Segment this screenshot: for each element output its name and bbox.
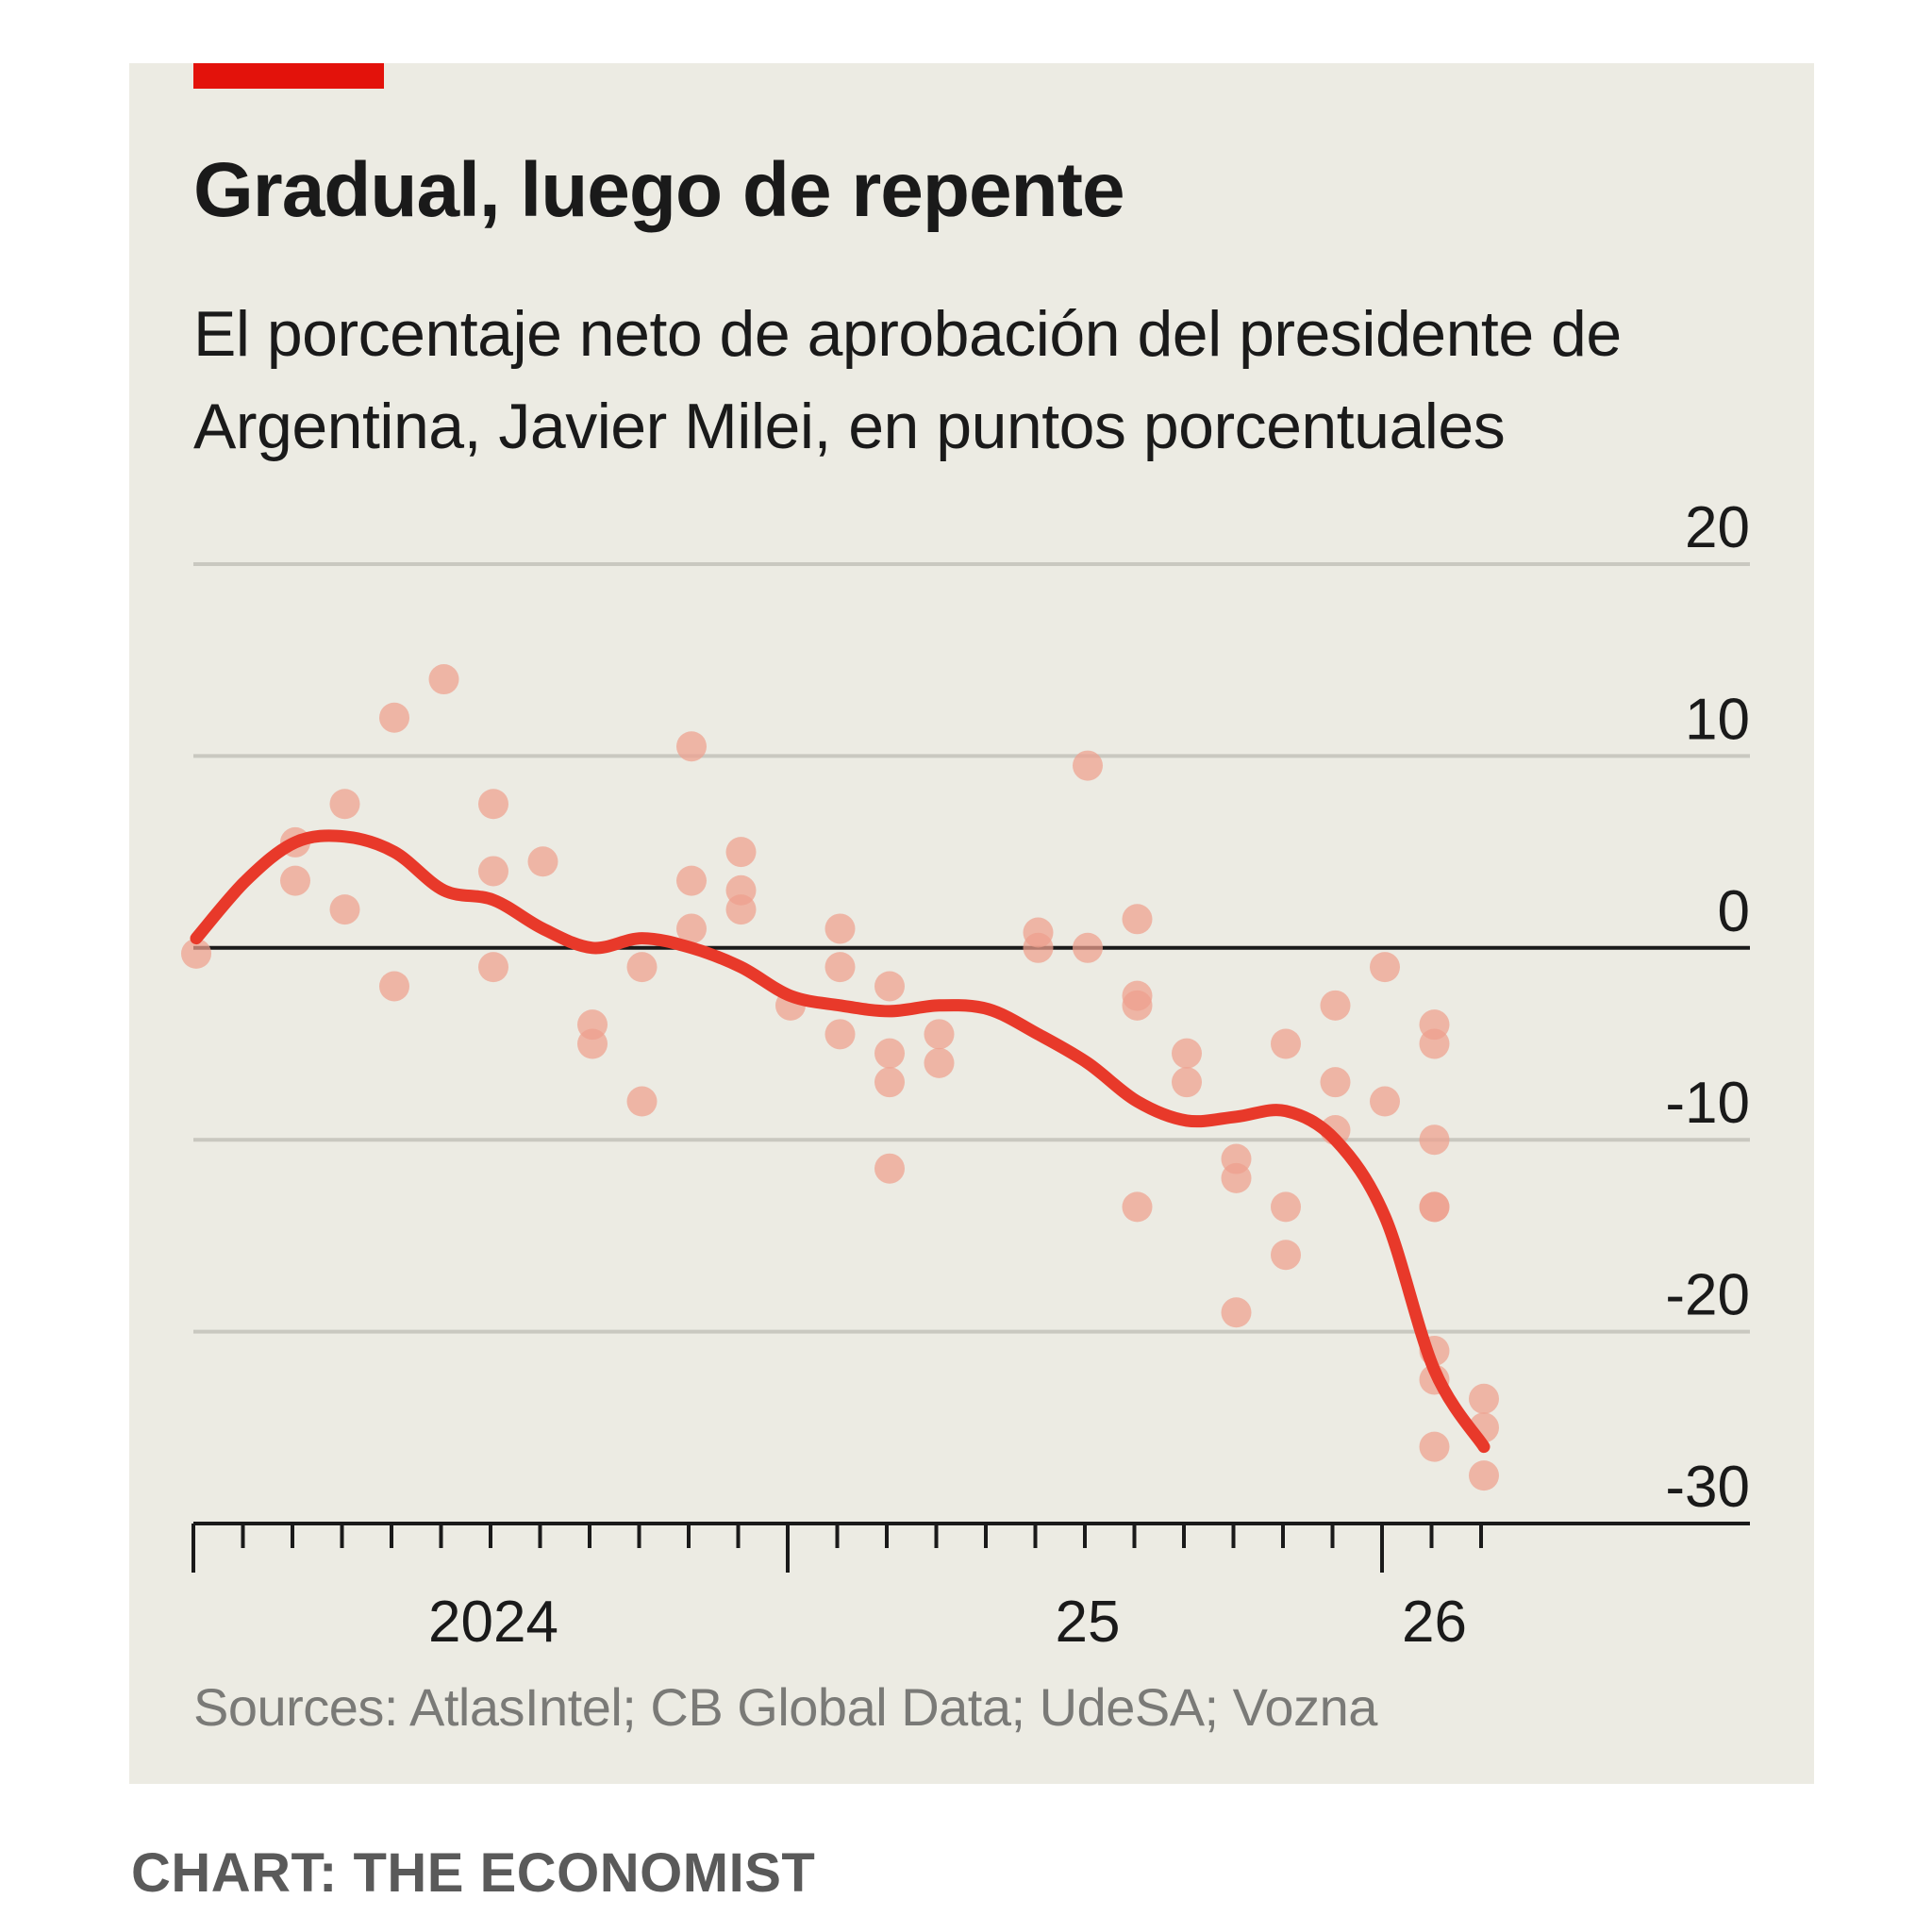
- poll-dot: [1023, 932, 1054, 963]
- poll-dot: [181, 938, 211, 969]
- poll-dot: [626, 1086, 658, 1117]
- poll-dot: [1469, 1460, 1499, 1491]
- poll-dot: [1172, 1067, 1202, 1098]
- brand-red-tab: [193, 63, 384, 89]
- poll-dot: [874, 1038, 905, 1069]
- poll-dot: [1073, 932, 1103, 963]
- y-tick-label: 20: [1685, 495, 1750, 560]
- poll-dot: [676, 865, 707, 896]
- trend-line: [190, 829, 1491, 1454]
- poll-dot: [1320, 990, 1351, 1021]
- y-tick-label: 10: [1685, 687, 1750, 752]
- poll-dot: [329, 789, 360, 820]
- poll-dot: [1122, 1191, 1153, 1223]
- poll-dot: [379, 702, 409, 733]
- poll-dot: [1221, 1162, 1252, 1193]
- poll-dot: [1469, 1383, 1499, 1414]
- poll-dot: [874, 1067, 905, 1098]
- poll-dot: [874, 971, 905, 1002]
- poll-dot: [1221, 1297, 1252, 1328]
- poll-dot: [478, 952, 508, 983]
- poll-dot: [1419, 1124, 1450, 1156]
- chart-subtitle: El porcentaje neto de aprobación del pre…: [193, 298, 1622, 462]
- poll-dot: [725, 837, 757, 868]
- poll-dot: [1370, 1086, 1400, 1117]
- approval-chart: 20 10 0 -10 -20 -30 2024 25 26: [181, 495, 1750, 1655]
- y-tick-label: 0: [1718, 879, 1750, 944]
- gridlines: 20 10 0 -10 -20 -30: [193, 495, 1750, 1520]
- poll-dots: [181, 664, 1499, 1491]
- poll-dot: [1271, 1191, 1301, 1223]
- chart-title: Gradual, luego de repente: [193, 147, 1125, 233]
- x-tick-label: 26: [1402, 1590, 1467, 1655]
- source-note: Sources: AtlasIntel; CB Global Data; Ude…: [193, 1677, 1377, 1737]
- poll-dot: [1122, 904, 1153, 935]
- poll-dot: [626, 952, 658, 983]
- poll-dot: [478, 856, 508, 887]
- poll-dot: [1172, 1038, 1202, 1069]
- poll-dot: [280, 865, 310, 896]
- x-axis: 2024 25 26: [192, 1522, 1750, 1655]
- poll-dot: [1271, 1240, 1301, 1271]
- x-tick-label: 2024: [428, 1590, 558, 1655]
- poll-dot: [478, 789, 508, 820]
- y-tick-label: -10: [1665, 1071, 1750, 1136]
- poll-dot: [1320, 1067, 1351, 1098]
- y-tick-label: -30: [1665, 1455, 1750, 1520]
- poll-dot: [1419, 1028, 1450, 1059]
- poll-dot: [1073, 750, 1103, 781]
- poll-dot: [577, 1028, 608, 1059]
- poll-dot: [676, 731, 707, 762]
- poll-dot: [725, 894, 757, 925]
- x-tick-label: 25: [1056, 1590, 1121, 1655]
- y-tick-label: -20: [1665, 1263, 1750, 1328]
- poll-dot: [1271, 1028, 1301, 1059]
- poll-dot: [874, 1153, 905, 1184]
- poll-dot: [1419, 1431, 1450, 1462]
- poll-dot: [428, 664, 459, 695]
- chart-credit: CHART: THE ECONOMIST: [131, 1842, 816, 1904]
- chart-card: Gradual, luego de repente El porcentaje …: [129, 63, 1814, 1784]
- poll-dot: [1122, 990, 1153, 1021]
- poll-dot: [824, 1019, 856, 1050]
- poll-dot: [1419, 1191, 1450, 1223]
- poll-dot: [1370, 952, 1400, 983]
- poll-dot: [924, 1047, 955, 1078]
- poll-dot: [924, 1019, 955, 1050]
- poll-dot: [824, 952, 856, 983]
- poll-dot: [527, 846, 558, 877]
- poll-dot: [379, 971, 409, 1002]
- poll-dot: [676, 913, 707, 944]
- poll-dot: [824, 913, 856, 944]
- poll-dot: [329, 894, 360, 925]
- trend-line-group: [190, 829, 1491, 1454]
